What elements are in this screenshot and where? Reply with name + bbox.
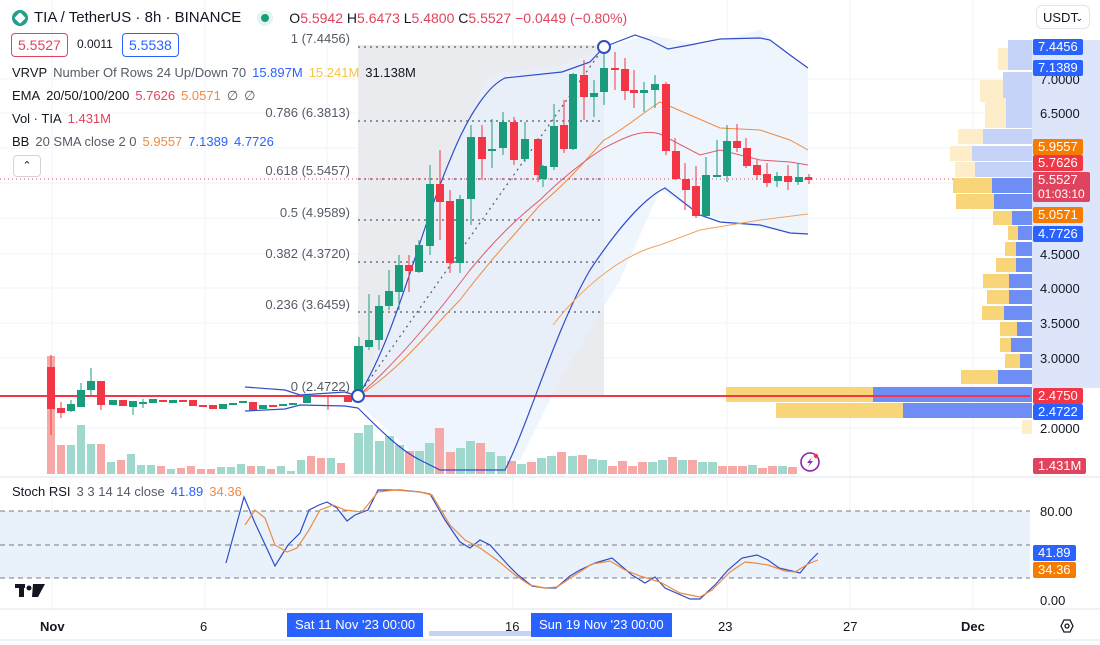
time-axis-label: Nov: [40, 619, 65, 634]
fib-label-0236: 0.236 (3.6459): [265, 297, 350, 312]
tradingview-logo: [15, 584, 45, 597]
chevron-down-icon: ⌄: [1075, 13, 1083, 23]
currency-select[interactable]: USDT ⌄: [1036, 5, 1090, 29]
fib-label-0382: 0.382 (4.3720): [265, 246, 350, 261]
fib-label-0618: 0.618 (5.5457): [265, 163, 350, 178]
bollinger-bands: [244, 34, 809, 471]
legend-ema[interactable]: EMA 20/50/100/200 5.7626 5.0571 ∅ ∅: [12, 88, 256, 103]
stoch-d-line: [244, 489, 819, 598]
stoch-axis-label: 0.00: [1040, 593, 1066, 608]
time-axis-label: Dec: [961, 619, 985, 634]
sell-price-button[interactable]: 5.5527: [11, 33, 68, 57]
bb-upper-high-tag: 7.4456: [1033, 39, 1083, 55]
time-axis-label: 27: [843, 619, 858, 634]
time-axis-label: 6: [200, 619, 208, 634]
time-axis-label: 23: [718, 619, 733, 634]
legend-bb[interactable]: BB 20 SMA close 2 0 5.9557 7.1389 4.7726: [12, 134, 274, 149]
price-axis-label: 6.5000: [1040, 106, 1080, 121]
legend-volume[interactable]: Vol · TIA 1.431M: [12, 111, 111, 126]
stoch-k-tag: 41.89: [1033, 545, 1076, 561]
ema-lines: [357, 101, 809, 397]
ema50-tag: 5.0571: [1033, 207, 1083, 223]
symbol-title[interactable]: TIA / TetherUS · 8h · BINANCE: [34, 9, 242, 26]
stoch-k-line: [225, 489, 819, 600]
lightning-icon: [800, 452, 820, 472]
bb-upper-tag: 7.1389: [1033, 60, 1083, 76]
price-axis-label: 3.5000: [1040, 316, 1080, 331]
fib-label-05: 0.5 (4.9589): [279, 205, 350, 220]
stoch-d-tag: 34.36: [1033, 562, 1076, 578]
fib-label-0: 0 (2.4722): [290, 379, 350, 394]
time-tag-end: Sun 19 Nov '23 00:00: [531, 613, 672, 637]
time-axis-label: 16: [505, 619, 520, 634]
buy-price-button[interactable]: 5.5538: [122, 33, 179, 57]
price-axis-label: 4.0000: [1040, 281, 1080, 296]
fib-anchor-bottom: [351, 389, 365, 403]
time-range-highlight: [429, 631, 531, 636]
fib-zero-tag: 2.4722: [1033, 404, 1083, 420]
tia-logo-icon: [12, 9, 28, 26]
symbol-header: TIA / TetherUS · 8h · BINANCE O5.5942 H5…: [12, 9, 627, 26]
price-axis-label: 2.0000: [1040, 421, 1080, 436]
fib-label-1: 1 (7.4456): [290, 31, 350, 46]
candles: [47, 47, 812, 435]
fib-label-0786: 0.786 (6.3813): [265, 105, 350, 120]
volume-tag: 1.431M: [1033, 458, 1087, 474]
volume-bars: [47, 356, 797, 474]
volume-profile: [726, 40, 1032, 434]
ema20-tag: 5.7626: [1033, 155, 1083, 171]
legend-vrvp[interactable]: VRVP Number Of Rows 24 Up/Down 70 15.897M 1…: [12, 65, 416, 80]
settings-icon: [1060, 619, 1074, 633]
fib-anchor-top: [597, 40, 611, 54]
ohlc-values: O5.5942 H5.6473 L5.4800 C5.5527 −0.0449 …: [289, 9, 628, 26]
current-price-tag: 5.5527 01:03:10: [1033, 172, 1090, 202]
spread-value: 0.0011: [77, 37, 113, 51]
stoch-axis-label: 80.00: [1040, 504, 1073, 519]
market-status-icon: [261, 13, 270, 22]
price-axis-label: 4.5000: [1040, 247, 1080, 262]
price-axis-label: 3.0000: [1040, 351, 1080, 366]
time-tag-start: Sat 11 Nov '23 00:00: [287, 613, 424, 637]
collapse-legend-button[interactable]: ⌃: [13, 155, 41, 177]
chevron-up-icon: ⌃: [22, 160, 32, 172]
horizontal-line-tag: 2.4750: [1033, 388, 1083, 404]
bb-basis-tag: 5.9557: [1033, 139, 1083, 155]
bb-lower-tag: 4.7726: [1033, 226, 1083, 242]
legend-stoch-rsi[interactable]: Stoch RSI 3 3 14 14 close 41.89 34.36: [12, 484, 242, 499]
